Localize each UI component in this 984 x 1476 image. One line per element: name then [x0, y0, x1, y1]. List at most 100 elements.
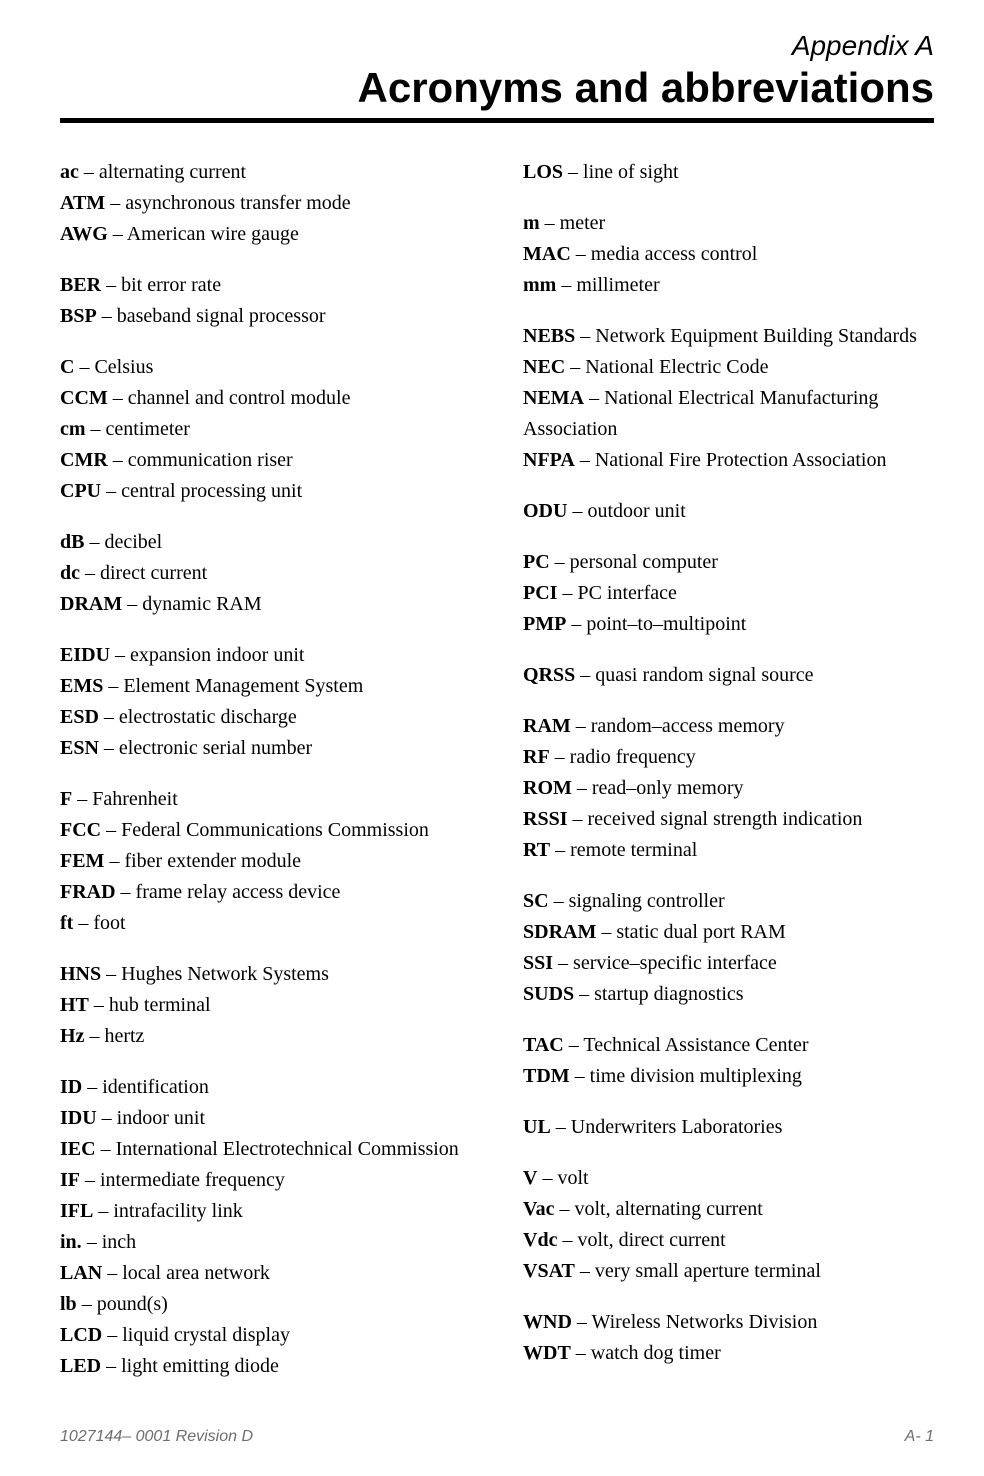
term: TAC [523, 1034, 564, 1056]
definition: National Electric Code [585, 356, 768, 378]
term: HNS [60, 963, 101, 985]
term-entry: WDT – watch dog timer [523, 1338, 934, 1369]
term: CCM [60, 387, 108, 409]
term-entry: QRSS – quasi random signal source [523, 660, 934, 691]
term-entry: IEC – International Electrotechnical Com… [60, 1134, 471, 1165]
definition: International Electrotechnical Commissio… [116, 1138, 459, 1160]
term-entry: VSAT – very small aperture terminal [523, 1256, 934, 1287]
definition: centimeter [106, 418, 190, 440]
term: ID [60, 1076, 82, 1098]
term: mm [523, 274, 556, 296]
term-entry: ROM – read–only memory [523, 773, 934, 804]
definition: baseband signal processor [117, 305, 326, 327]
term: EIDU [60, 644, 110, 666]
appendix-label: Appendix A [60, 30, 934, 62]
header-block: Appendix A Acronyms and abbreviations [60, 30, 934, 112]
right-column: LOS – line of sightm – meterMAC – media … [523, 157, 934, 1382]
term: LED [60, 1355, 101, 1377]
definition: static dual port RAM [616, 921, 785, 943]
term-entry: NEMA – National Electrical Manufacturing… [523, 383, 934, 445]
term-entry: LAN – local area network [60, 1258, 471, 1289]
definition: outdoor unit [587, 500, 685, 522]
term-entry: PC – personal computer [523, 547, 934, 578]
term-entry: PMP – point–to–multipoint [523, 609, 934, 640]
term-entry: F – Fahrenheit [60, 784, 471, 815]
term: NEBS [523, 325, 575, 347]
group-spacer [523, 1010, 934, 1030]
group-spacer [60, 939, 471, 959]
definition: frame relay access device [136, 881, 341, 903]
definition: Network Equipment Building Standards [595, 325, 917, 347]
term: NEMA [523, 387, 584, 409]
term: ROM [523, 777, 572, 799]
group-spacer [60, 620, 471, 640]
term-entry: SUDS – startup diagnostics [523, 979, 934, 1010]
term: SC [523, 890, 549, 912]
term: WDT [523, 1342, 571, 1364]
term: m [523, 212, 540, 234]
definition: received signal strength indication [587, 808, 862, 830]
term-entry: CMR – communication riser [60, 445, 471, 476]
definition: inch [102, 1231, 136, 1253]
term-entry: in. – inch [60, 1227, 471, 1258]
definition: read–only memory [592, 777, 744, 799]
term: LAN [60, 1262, 102, 1284]
term-entry: IF – intermediate frequency [60, 1165, 471, 1196]
definition: hub terminal [109, 994, 211, 1016]
term-entry: ID – identification [60, 1072, 471, 1103]
term-entry: ODU – outdoor unit [523, 496, 934, 527]
term-entry: BSP – baseband signal processor [60, 301, 471, 332]
term: ESN [60, 737, 99, 759]
term-entry: FCC – Federal Communications Commission [60, 815, 471, 846]
term: RF [523, 746, 550, 768]
term-entry: LCD – liquid crystal display [60, 1320, 471, 1351]
group-spacer [60, 250, 471, 270]
term-entry: TDM – time division multiplexing [523, 1061, 934, 1092]
definition: light emitting diode [121, 1355, 279, 1377]
term: PCI [523, 582, 557, 604]
definition: American wire gauge [127, 223, 299, 245]
definition: volt [557, 1167, 588, 1189]
term: IDU [60, 1107, 97, 1129]
term-entry: Vac – volt, alternating current [523, 1194, 934, 1225]
term-entry: CCM – channel and control module [60, 383, 471, 414]
term: V [523, 1167, 537, 1189]
definition: Celsius [94, 356, 153, 378]
term: PC [523, 551, 550, 573]
term-entry: NFPA – National Fire Protection Associat… [523, 445, 934, 476]
term: ESD [60, 706, 99, 728]
footer-right: A- 1 [905, 1428, 934, 1446]
term: NFPA [523, 449, 575, 471]
definition: liquid crystal display [122, 1324, 290, 1346]
left-column: ac – alternating currentATM – asynchrono… [60, 157, 471, 1382]
definition: volt, alternating current [574, 1198, 762, 1220]
group-spacer [60, 764, 471, 784]
term-entry: WND – Wireless Networks Division [523, 1307, 934, 1338]
definition: watch dog timer [591, 1342, 721, 1364]
term: Hz [60, 1025, 84, 1047]
term: dc [60, 562, 80, 584]
definition: intrafacility link [113, 1200, 242, 1222]
group-spacer [523, 691, 934, 711]
definition: channel and control module [128, 387, 351, 409]
definition: millimeter [576, 274, 659, 296]
term-entry: ATM – asynchronous transfer mode [60, 188, 471, 219]
term-entry: Vdc – volt, direct current [523, 1225, 934, 1256]
group-spacer [523, 188, 934, 208]
term-entry: RT – remote terminal [523, 835, 934, 866]
term: in. [60, 1231, 82, 1253]
term: LOS [523, 161, 563, 183]
term-entry: ESD – electrostatic discharge [60, 702, 471, 733]
term-entry: FEM – fiber extender module [60, 846, 471, 877]
term: ODU [523, 500, 567, 522]
term-entry: RF – radio frequency [523, 742, 934, 773]
term: AWG [60, 223, 108, 245]
definition: National Fire Protection Association [595, 449, 887, 471]
term-entry: RSSI – received signal strength indicati… [523, 804, 934, 835]
definition: meter [560, 212, 606, 234]
term: RAM [523, 715, 571, 737]
term-entry: dB – decibel [60, 527, 471, 558]
definition: electrostatic discharge [119, 706, 297, 728]
term-entry: V – volt [523, 1163, 934, 1194]
definition: fiber extender module [124, 850, 301, 872]
